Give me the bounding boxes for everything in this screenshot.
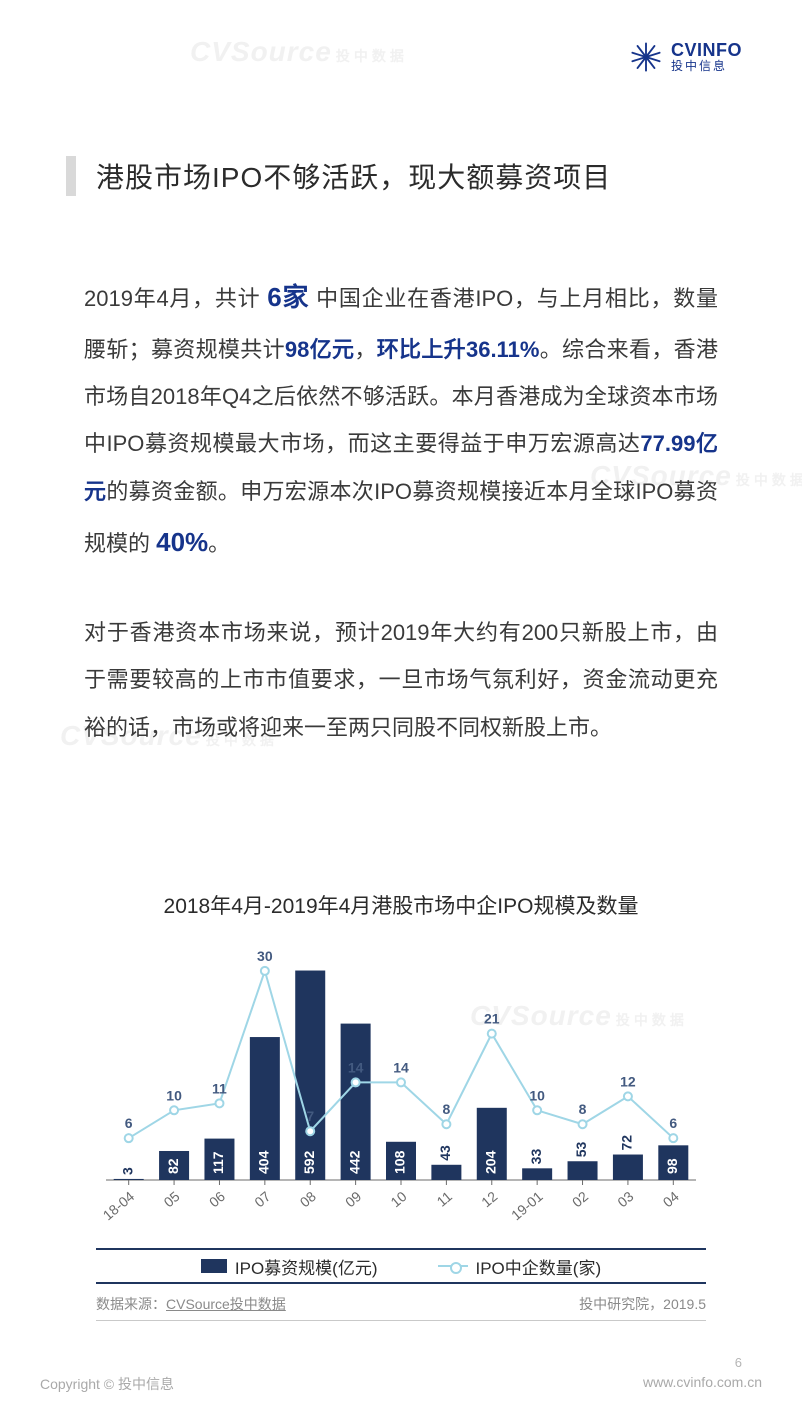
svg-text:3: 3 [119, 1167, 135, 1175]
source-row: 数据来源：CVSource投中数据 投中研究院，2019.5 [96, 1294, 706, 1321]
svg-text:09: 09 [342, 1188, 364, 1210]
svg-text:11: 11 [212, 1080, 227, 1096]
ipo-chart: 3821174045924421084320433537298610113071… [96, 940, 706, 1240]
svg-text:6: 6 [125, 1115, 133, 1131]
svg-text:53: 53 [573, 1141, 589, 1157]
svg-text:08: 08 [297, 1188, 319, 1210]
copyright: Copyright © 投中信息 [40, 1374, 174, 1394]
svg-text:72: 72 [619, 1135, 635, 1151]
svg-text:04: 04 [660, 1188, 682, 1210]
paragraph-2: 对于香港资本市场来说，预计2019年大约有200只新股上市，由于需要较高的上市市… [84, 609, 718, 751]
svg-text:19-01: 19-01 [508, 1188, 546, 1223]
svg-text:8: 8 [442, 1101, 450, 1117]
swatch-bar-icon [201, 1259, 227, 1273]
swatch-line-icon [438, 1265, 468, 1267]
svg-text:07: 07 [251, 1188, 273, 1210]
svg-text:404: 404 [256, 1150, 272, 1174]
source-right: 投中研究院，2019.5 [579, 1294, 706, 1314]
svg-text:12: 12 [620, 1073, 636, 1089]
svg-text:10: 10 [387, 1188, 409, 1210]
svg-text:7: 7 [306, 1108, 314, 1124]
footer-url: www.cvinfo.com.cn [643, 1374, 762, 1394]
paragraph-1: 2019年4月，共计 6家 中国企业在香港IPO，与上月相比，数量腰斩；募资规模… [84, 270, 718, 571]
highlight-change: 环比上升36.11% [377, 337, 540, 362]
title-block: 港股市场IPO不够活跃，现大额募资项目 [66, 156, 742, 196]
brand-en: CVINFO [671, 41, 742, 60]
svg-text:108: 108 [392, 1150, 408, 1174]
svg-text:43: 43 [437, 1145, 453, 1161]
svg-text:02: 02 [569, 1188, 591, 1210]
svg-text:82: 82 [165, 1158, 181, 1174]
brand-logo: CVINFO 投中信息 [629, 40, 742, 74]
svg-text:8: 8 [579, 1101, 587, 1117]
legend-line: IPO中企数量(家) [438, 1254, 602, 1279]
svg-text:21: 21 [484, 1011, 500, 1027]
chart-title: 2018年4月-2019年4月港股市场中企IPO规模及数量 [0, 890, 802, 920]
title-accent-bar [66, 156, 76, 196]
svg-text:442: 442 [346, 1150, 362, 1174]
body-text: 2019年4月，共计 6家 中国企业在香港IPO，与上月相比，数量腰斩；募资规模… [84, 270, 718, 751]
svg-text:05: 05 [160, 1188, 182, 1210]
svg-text:14: 14 [348, 1059, 364, 1075]
svg-text:204: 204 [482, 1150, 498, 1174]
highlight-amount: 98亿元 [285, 337, 354, 362]
svg-text:33: 33 [528, 1149, 544, 1165]
legend-bar: IPO募资规模(亿元) [201, 1254, 378, 1279]
highlight-count: 6家 [267, 282, 309, 312]
svg-text:11: 11 [434, 1188, 456, 1210]
source-left: 数据来源：CVSource投中数据 [96, 1294, 286, 1314]
svg-text:18-04: 18-04 [100, 1188, 138, 1223]
chart-legend: IPO募资规模(亿元) IPO中企数量(家) [96, 1248, 706, 1284]
highlight-percent: 40% [156, 527, 208, 557]
svg-text:6: 6 [669, 1115, 677, 1131]
svg-text:03: 03 [614, 1188, 636, 1210]
svg-text:10: 10 [529, 1087, 545, 1103]
svg-text:98: 98 [664, 1158, 680, 1174]
svg-text:06: 06 [206, 1188, 228, 1210]
brand-cn: 投中信息 [671, 60, 742, 73]
svg-text:592: 592 [301, 1150, 317, 1174]
svg-text:12: 12 [478, 1188, 500, 1210]
svg-text:10: 10 [166, 1087, 182, 1103]
page-title: 港股市场IPO不够活跃，现大额募资项目 [96, 156, 611, 196]
watermark: CVSource投中数据 [190, 36, 408, 68]
svg-text:30: 30 [257, 948, 273, 964]
svg-text:117: 117 [210, 1151, 226, 1174]
svg-text:14: 14 [393, 1059, 409, 1075]
page-number: 6 [735, 1355, 742, 1370]
page-footer: Copyright © 投中信息 www.cvinfo.com.cn [40, 1374, 762, 1394]
burst-icon [629, 40, 663, 74]
